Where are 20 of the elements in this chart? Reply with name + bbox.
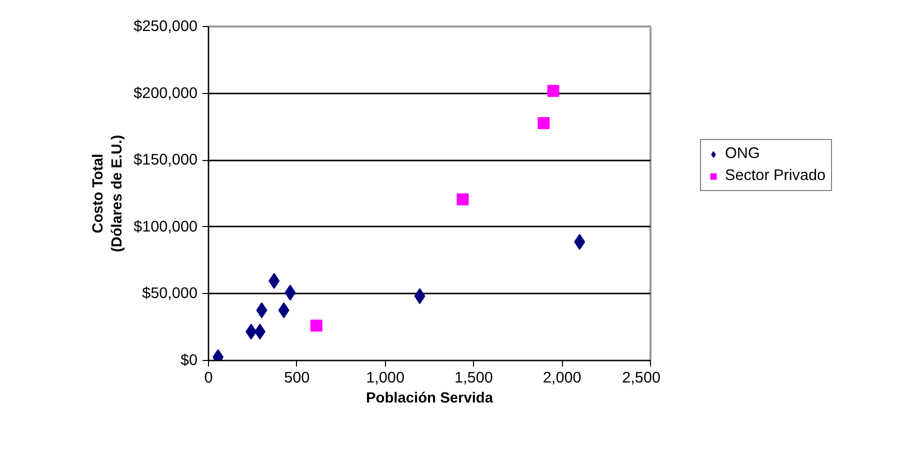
legend-label: ONG [725,145,760,163]
y-tick-label: $200,000 [134,84,198,102]
y-tick-label: $50,000 [142,285,198,302]
x-axis-title: Población Servida [366,390,494,406]
x-tick-label: 2,500 [622,370,660,386]
y-axis-title: Costo Total (Dólares de E.U.) [90,134,126,252]
y-tick-label: $0 [180,352,198,369]
x-tick-label: 500 [284,370,310,386]
point [310,320,322,332]
x-tick-label: 2,000 [542,370,582,386]
point [538,117,550,130]
legend-label: Sector Privado [725,167,826,185]
x-tick-label: 1,000 [366,370,404,386]
point [456,193,469,206]
y-tick-label: $150,000 [134,152,198,169]
y-tick-label: $100,000 [134,218,198,236]
x-tick-label: 1,500 [454,370,493,386]
y-tick-label: $250,000 [134,18,198,35]
x-tick-label: 0 [204,370,213,386]
point [547,84,560,97]
